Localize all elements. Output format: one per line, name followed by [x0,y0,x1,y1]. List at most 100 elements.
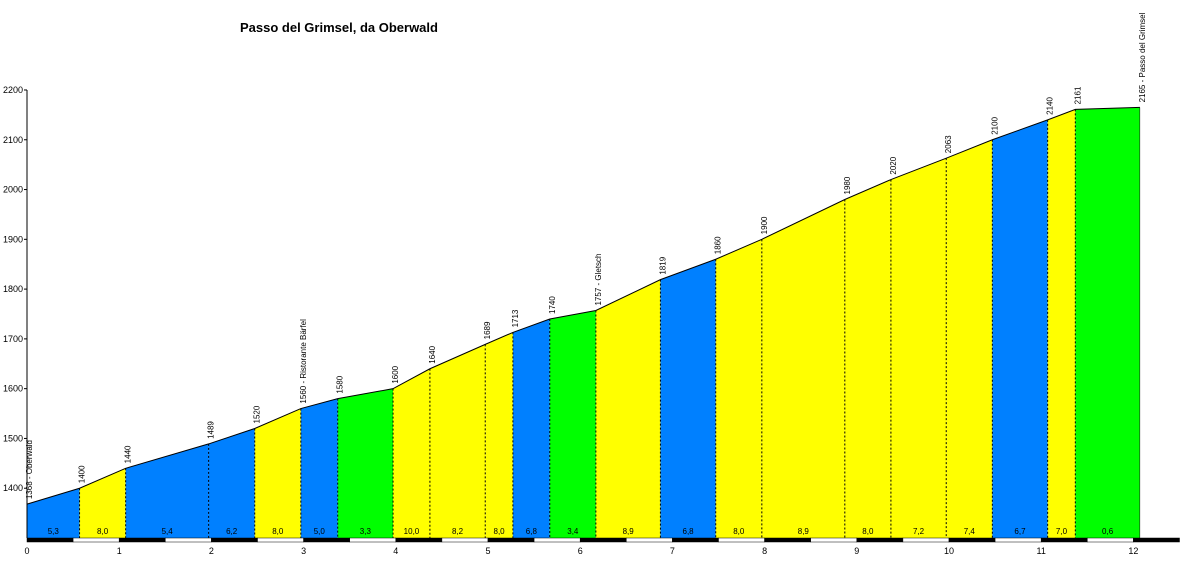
altitude-label: 1640 [428,345,437,363]
segment-area [337,388,394,538]
x-tick-label: 7 [670,546,675,556]
altitude-label: 1489 [207,421,216,439]
gradient-label: 8,0 [494,527,506,536]
altitude-label: 2165 - Passo del Grimsel [1138,12,1147,102]
x-axis-scale-block [902,537,950,543]
altitude-label: 2020 [889,156,898,174]
segment-area [844,179,891,539]
gradient-label: 5,4 [162,527,174,536]
x-axis-scale-block [26,537,74,543]
altitude-label: 2063 [944,135,953,153]
segment-area [660,259,716,538]
altitude-label: 1819 [658,256,667,274]
x-axis-scale-block [441,537,489,543]
gradient-label: 6,8 [526,527,538,536]
segment-area [890,158,947,539]
gradient-label: 7,0 [1056,527,1068,536]
x-axis-scale-block [533,537,581,543]
x-axis-scale-block [395,537,443,543]
gradient-label: 8,0 [733,527,745,536]
gradient-label: 8,0 [862,527,874,536]
segment-area [79,468,126,538]
y-tick-label: 1700 [3,334,23,344]
x-tick-label: 2 [209,546,214,556]
x-axis-scale-block [118,537,166,543]
segment-area [715,239,762,538]
gradient-label: 10,0 [404,527,420,536]
altitude-label: 1900 [760,216,769,234]
x-axis-scale-block [1133,537,1180,543]
segment-area [125,443,209,538]
x-axis-scale-block [165,537,212,543]
altitude-label: 2161 [1073,86,1082,104]
segment-area [1075,107,1140,538]
gradient-label: 0,6 [1102,527,1114,536]
gradient-label: 5,0 [314,527,326,536]
x-axis-scale-block [579,537,627,543]
x-axis-scale-block [1087,537,1134,543]
segment-area [992,119,1048,539]
x-axis-scale-block [718,537,765,543]
gradient-label: 6,7 [1014,527,1026,536]
altitude-label: 1980 [843,176,852,194]
segment-area [946,139,993,538]
y-tick-label: 1800 [3,284,23,294]
profile-line [26,106,1140,505]
x-tick-label: 4 [393,546,398,556]
gradient-label: 8,9 [623,527,635,536]
altitude-label: 2100 [990,116,999,134]
y-tick-label: 1400 [3,483,23,493]
altitude-label: 1520 [253,405,262,423]
altitude-label: 1757 - Gletsch [594,253,603,305]
segment-area [429,344,486,538]
x-axis-scale-block [211,537,258,543]
x-tick-label: 3 [301,546,306,556]
gradient-label: 8,2 [452,527,464,536]
x-axis-scale-block [257,537,304,543]
x-axis-scale-block [948,537,996,543]
segment-area [208,428,255,538]
gradient-label: 8,0 [272,527,284,536]
x-axis-scale-block [72,537,120,543]
altitude-label: 1860 [714,236,723,254]
x-tick-label: 11 [1037,546,1046,556]
x-tick-label: 6 [578,546,583,556]
altitude-label: 1600 [391,365,400,383]
altitude-label: 1713 [511,309,520,327]
x-tick-label: 8 [762,546,767,556]
segment-area [485,332,513,538]
segment-area [393,368,430,538]
x-axis-scale-block [303,537,350,543]
x-axis-scale-block [856,537,904,543]
altitude-label: 1689 [483,321,492,339]
altitude-label: 1368 - Oberwald [25,440,34,499]
y-tick-label: 2100 [3,135,23,145]
x-axis-scale-block [994,537,1042,543]
x-tick-label: 10 [944,546,954,556]
gradient-label: 8,9 [798,527,810,536]
altitude-label: 1580 [336,375,345,393]
y-tick-label: 1900 [3,234,23,244]
x-axis-scale-block [1040,537,1088,543]
gradient-label: 6,2 [226,527,238,536]
altitude-label: 1560 - Ristorante Bärfel [299,319,308,404]
y-tick-label: 1600 [3,384,23,394]
gradient-label: 3,3 [360,527,372,536]
x-tick-label: 1 [117,546,122,556]
x-tick-label: 9 [854,546,859,556]
segment-area [761,199,845,538]
altitude-label: 2140 [1046,97,1055,115]
x-tick-label: 5 [485,546,490,556]
segment-area [595,279,661,538]
y-tick-label: 2200 [3,85,23,95]
x-axis-scale-block [626,537,673,543]
x-axis-scale-block [349,537,397,543]
segment-area [254,408,301,538]
segment-area [512,318,550,538]
segment-area [1047,109,1076,539]
y-tick-label: 1500 [3,433,23,443]
x-tick-label: 12 [1128,546,1138,556]
x-tick-label: 0 [24,546,29,556]
